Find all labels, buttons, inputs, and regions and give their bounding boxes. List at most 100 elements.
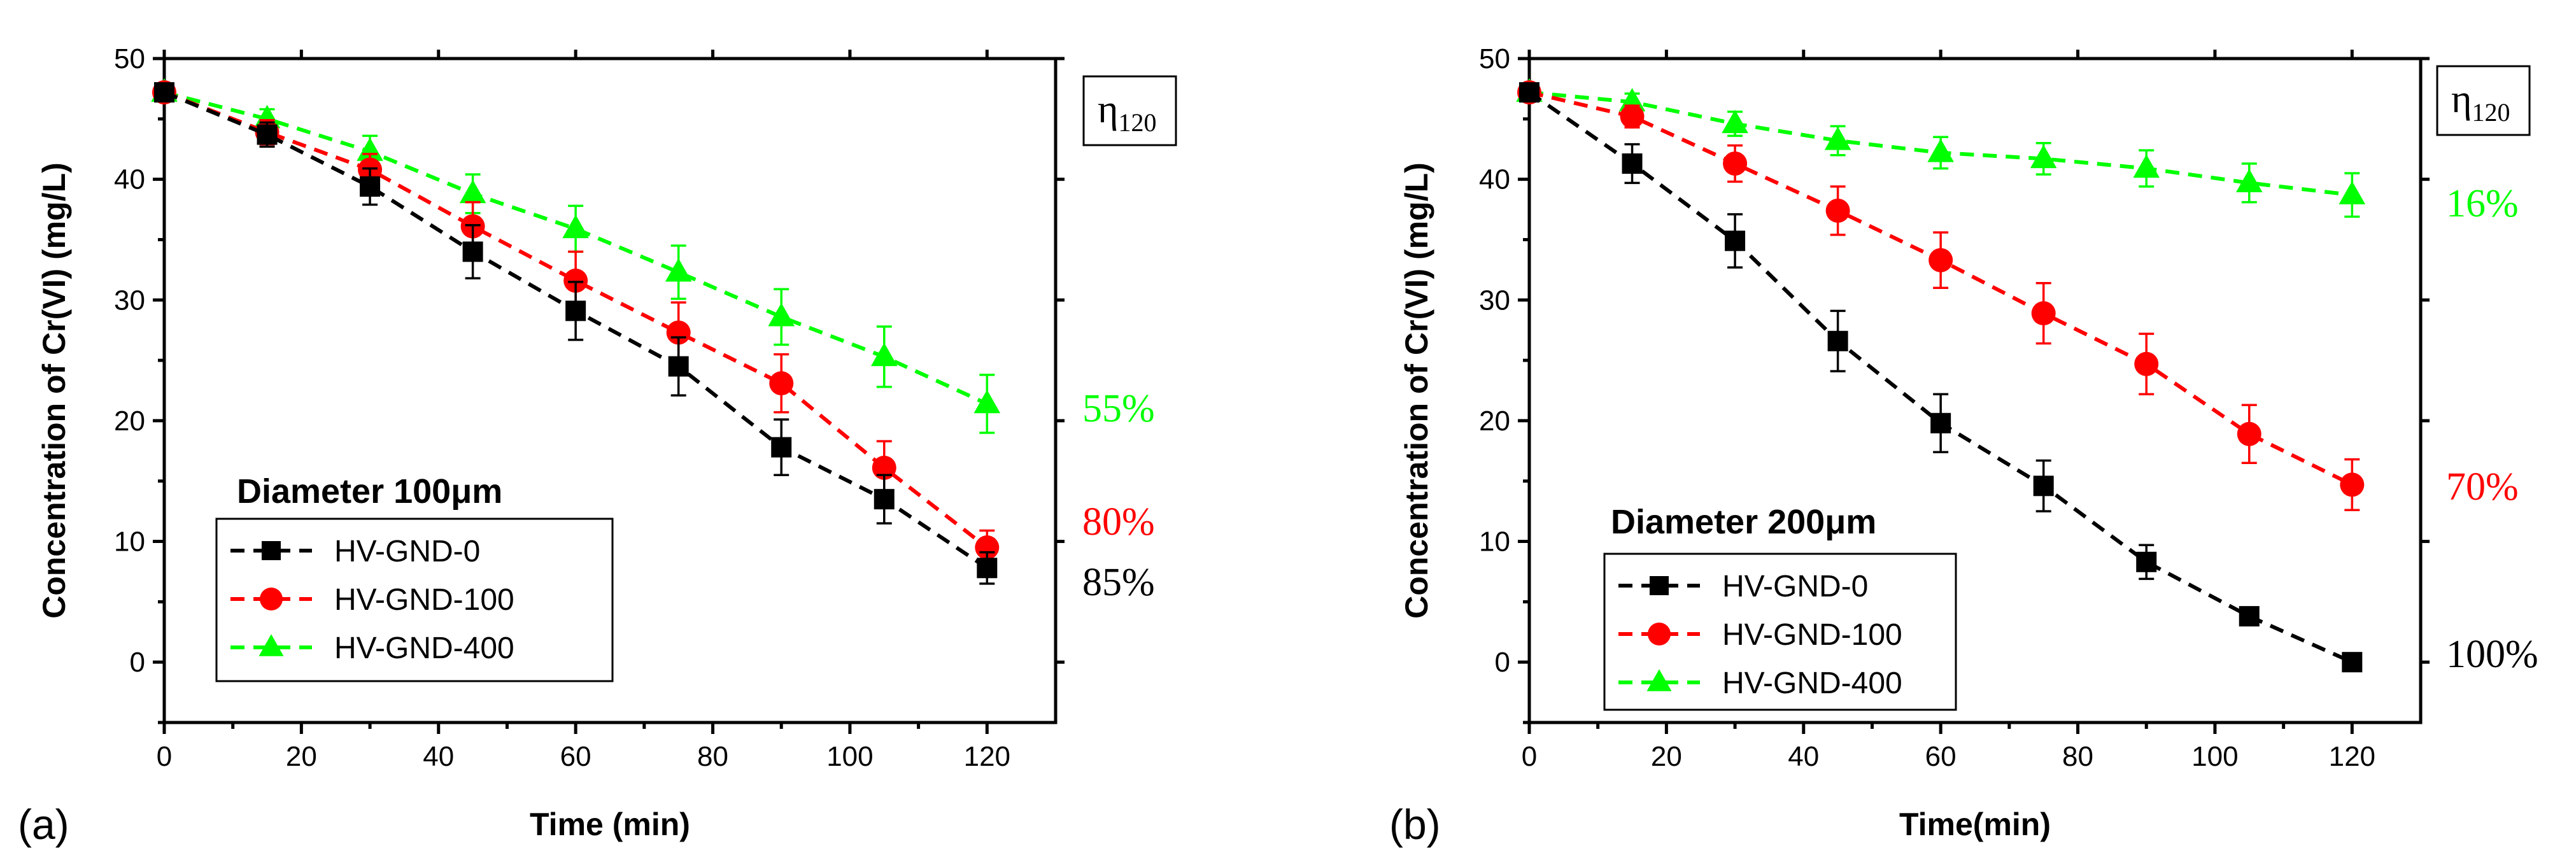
data-point [2136, 551, 2157, 572]
y-axis-title: Concentration of Cr(VI) (mg/L) [36, 162, 72, 619]
efficiency-annotation: 16% [2446, 182, 2519, 225]
panel-letter: (a) [18, 801, 69, 848]
plot-frame [162, 57, 1058, 724]
legend-title: Diameter 100μm [237, 472, 502, 511]
panel-a: 0 20 40 60 80 100 120 0 10 20 30 40 50 Time (min) Conc… [18, 43, 1177, 848]
legend-label: HV-GND-0 [1722, 570, 1868, 603]
data-point [257, 124, 278, 145]
data-point [2239, 606, 2260, 627]
data-point [2033, 476, 2054, 497]
data-point [1725, 230, 1746, 251]
data-point [1519, 82, 1539, 103]
x-tick-label: 80 [697, 741, 728, 772]
series-hv-gnd-0 [154, 82, 998, 585]
x-tick-label: 0 [1522, 741, 1537, 772]
data-point [666, 320, 691, 345]
data-point [2237, 421, 2261, 446]
data-point [462, 241, 483, 262]
data-point [262, 541, 281, 560]
panel-b: 0 20 40 60 80 100 120 0 10 20 30 40 50 Time(min) Conce… [1389, 43, 2538, 848]
x-tick-label: 20 [1651, 741, 1682, 772]
data-point [975, 535, 1000, 560]
data-point [563, 268, 588, 293]
data-point [874, 489, 895, 510]
legend-label: HV-GND-0 [334, 535, 480, 568]
x-tick-label: 120 [964, 741, 1010, 772]
x-tick-label: 40 [423, 741, 454, 772]
data-point [1827, 330, 1848, 351]
data-point [459, 180, 486, 204]
data-point [1825, 198, 1850, 223]
x-tick-label: 60 [560, 741, 591, 772]
panel-letter: (b) [1389, 801, 1441, 848]
legend-entry: HV-GND-400 [1618, 666, 1902, 700]
y-tick-label: 10 [114, 526, 145, 558]
data-point [2235, 169, 2263, 193]
data-point [1824, 126, 1851, 150]
x-tick-label: 100 [826, 741, 873, 772]
data-point [1622, 153, 1643, 174]
legend-entry: HV-GND-100 [230, 583, 514, 617]
data-point [872, 455, 896, 480]
data-point [565, 300, 586, 321]
legend-label: HV-GND-400 [334, 631, 514, 665]
efficiency-annotation: 70% [2446, 465, 2519, 509]
y-tick-label: 50 [1479, 43, 1510, 74]
x-tick-label: 120 [2329, 741, 2375, 772]
series-line [164, 90, 988, 406]
data-point [260, 588, 283, 610]
legend-title: Diameter 200μm [1611, 503, 1876, 541]
data-point [665, 258, 692, 282]
x-tick-label: 60 [1925, 741, 1957, 772]
x-tick-label: 40 [1788, 741, 1819, 772]
y-tick-label: 10 [1479, 526, 1510, 558]
data-point [2134, 351, 2159, 376]
data-point [1928, 248, 1953, 272]
data-point [1648, 623, 1671, 645]
x-tick-label: 20 [286, 741, 317, 772]
legend: HV-GND-0 HV-GND-100 HV-GND-400 [215, 518, 614, 682]
data-point [2030, 144, 2057, 169]
x-tick-label: 80 [2062, 741, 2093, 772]
efficiency-annotation: 80% [1082, 500, 1155, 544]
plot-frame [1527, 57, 2423, 724]
data-point [977, 558, 998, 579]
legend-entry: HV-GND-0 [230, 535, 480, 568]
data-point [870, 342, 898, 367]
y-tick-label: 20 [1479, 405, 1510, 437]
data-point [2340, 472, 2365, 497]
legend-label: HV-GND-400 [1722, 666, 1902, 700]
x-axis-title: Time (min) [530, 807, 690, 842]
y-tick-label: 0 [130, 647, 145, 678]
data-point [2342, 652, 2363, 673]
eta-box [2436, 65, 2531, 136]
y-tick-label: 30 [114, 285, 145, 316]
efficiency-annotation: 100% [2446, 633, 2538, 676]
data-point [258, 634, 284, 656]
data-point [154, 82, 174, 103]
series-hv-gnd-0 [1519, 82, 2363, 673]
eta-box [1082, 75, 1177, 146]
data-point [768, 302, 795, 327]
y-tick-label: 0 [1495, 647, 1510, 678]
x-tick-label: 100 [2191, 741, 2238, 772]
data-point [2339, 181, 2366, 205]
eta-subscript: 120 [2472, 98, 2510, 127]
eta-subscript: 120 [1118, 108, 1156, 137]
data-point [1723, 151, 1748, 176]
data-point [360, 176, 381, 197]
data-point [1927, 138, 1954, 162]
data-point [2031, 301, 2056, 326]
data-point [1650, 576, 1669, 595]
series-hv-gnd-400 [1516, 78, 2366, 218]
data-point [1930, 412, 1951, 433]
data-point [562, 215, 589, 239]
legend-entry: HV-GND-100 [1618, 618, 1902, 652]
data-point [1722, 109, 1748, 134]
data-point [2133, 154, 2160, 178]
legend-entry: HV-GND-400 [230, 631, 514, 665]
y-axis-title: Concentration of Cr(VI) (mg/L) [1399, 162, 1434, 619]
series-line [163, 90, 989, 549]
legend: HV-GND-0 HV-GND-100 HV-GND-400 [1603, 553, 1957, 711]
y-tick-label: 50 [114, 43, 145, 74]
